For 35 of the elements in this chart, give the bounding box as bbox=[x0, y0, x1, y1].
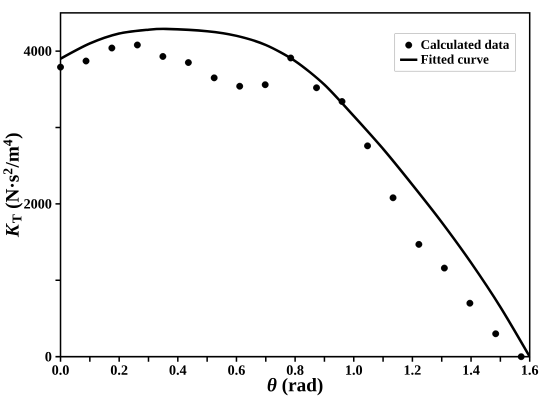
y-axis-title: K$_{T}$ (N·s$^{2}$/m$^{4}$) bbox=[3, 134, 23, 238]
point bbox=[262, 81, 269, 88]
point bbox=[159, 53, 166, 60]
x-tick-label: 0.6 bbox=[228, 365, 245, 376]
point bbox=[236, 82, 244, 90]
y-tick-label: 0 bbox=[45, 352, 52, 362]
point bbox=[415, 241, 422, 248]
x-tick-label: 0.8 bbox=[286, 365, 304, 376]
point bbox=[466, 300, 474, 307]
point bbox=[134, 42, 141, 49]
point bbox=[313, 84, 320, 92]
point bbox=[518, 353, 525, 360]
x-tick-label: 0.4 bbox=[170, 365, 186, 376]
point bbox=[57, 64, 64, 71]
x-axis-title: θ (rad) bbox=[268, 378, 322, 396]
y-tick-label: 2000 bbox=[24, 199, 52, 209]
x-tick-label: 0.0 bbox=[52, 365, 69, 376]
point bbox=[287, 54, 294, 62]
point bbox=[184, 59, 192, 66]
y-tick-label: 4000 bbox=[24, 46, 52, 56]
point bbox=[492, 330, 500, 338]
legend-label: Fitted curve bbox=[420, 54, 489, 64]
x-tick-label: 1.0 bbox=[346, 365, 362, 376]
point bbox=[338, 98, 346, 106]
x-tick-label: 1.2 bbox=[404, 365, 421, 376]
point bbox=[210, 74, 218, 82]
point bbox=[440, 264, 448, 272]
x-tick-label: 0.2 bbox=[110, 365, 128, 376]
point bbox=[364, 142, 371, 150]
point bbox=[108, 44, 116, 52]
x-tick-label: 1.6 bbox=[522, 365, 538, 376]
point bbox=[390, 194, 396, 202]
x-tick-label: 1.4 bbox=[463, 365, 480, 376]
point bbox=[82, 58, 90, 65]
legend-label: Calculated data bbox=[421, 40, 510, 50]
